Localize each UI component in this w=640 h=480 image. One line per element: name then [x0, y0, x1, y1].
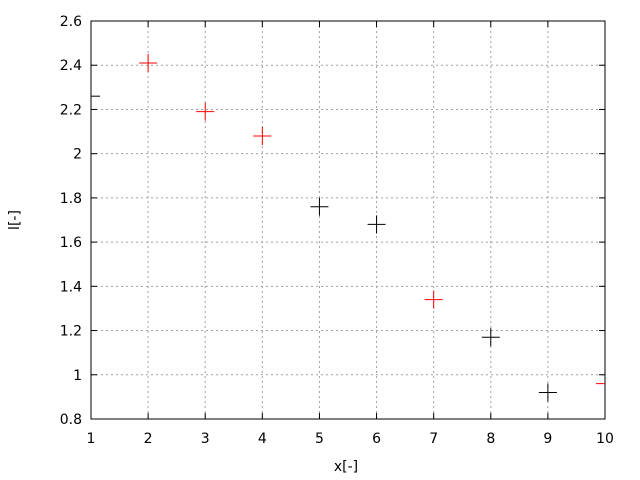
y-tick-label: 1.8: [60, 191, 82, 207]
y-tick-label: 1.2: [60, 324, 82, 340]
data-point: [538, 383, 557, 402]
x-axis-label: x[-]: [334, 459, 358, 475]
x-tick-label: 9: [543, 431, 552, 447]
x-tick-label: 1: [87, 431, 96, 447]
grid: [91, 21, 605, 419]
points: [91, 54, 605, 402]
y-tick-label: 0.8: [60, 412, 82, 428]
x-tick-label: 8: [486, 431, 495, 447]
data-point: [253, 126, 272, 145]
x-tick-label: 2: [144, 431, 153, 447]
y-tick-label: 1: [73, 368, 82, 384]
data-point: [139, 54, 158, 73]
data-point: [367, 215, 386, 234]
plot-border: [90, 20, 606, 420]
x-tick-label: 6: [372, 431, 381, 447]
y-axis-label: l[-]: [7, 210, 23, 230]
x-tick-label: 5: [315, 431, 324, 447]
y-tick-label: 2.6: [60, 14, 82, 30]
data-point: [481, 328, 500, 347]
x-tick-label: 7: [429, 431, 438, 447]
x-tick-label: 3: [201, 431, 210, 447]
data-point: [424, 290, 443, 309]
data-point: [310, 197, 329, 216]
y-tick-label: 1.6: [60, 235, 82, 251]
x-tick-label: 10: [596, 431, 614, 447]
y-tick-label: 2.4: [60, 58, 82, 74]
x-tick-label: 4: [258, 431, 267, 447]
y-tick-label: 2: [73, 147, 82, 163]
data-point: [196, 102, 215, 121]
y-tick-label: 2.2: [60, 102, 82, 118]
ticks: 1 2 3 4 5 6 7 8 9 10 0.8 1 1.2 1.4 1.6 1.8 2 2.2 2.4 2.6: [60, 14, 614, 447]
y-tick-label: 1.4: [60, 279, 82, 295]
